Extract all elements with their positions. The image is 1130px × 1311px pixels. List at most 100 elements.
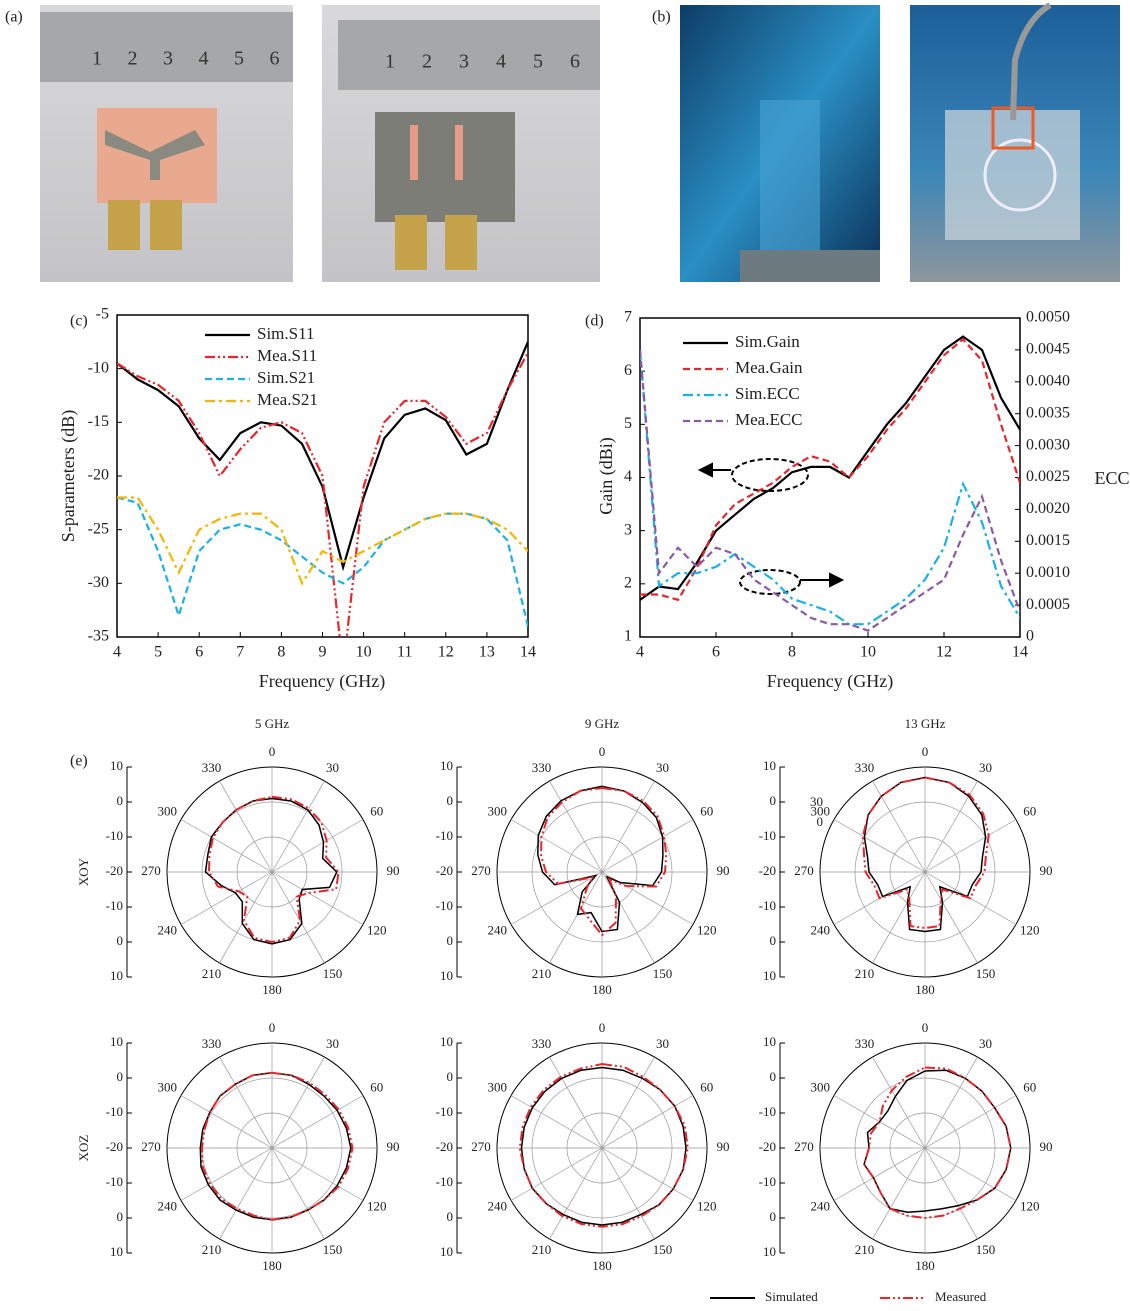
angle-label: 30 bbox=[656, 1036, 669, 1051]
legend-label: Mea.Gain bbox=[735, 358, 803, 377]
ruler-label: 1 bbox=[92, 48, 102, 70]
angle-label: 180 bbox=[262, 1258, 282, 1273]
row-label: XOZ bbox=[76, 1135, 91, 1162]
angle-label: 30 bbox=[656, 760, 669, 775]
polar-spoke bbox=[872, 871, 926, 964]
angle-label: 90 bbox=[717, 863, 730, 878]
series-line bbox=[640, 349, 1020, 632]
angle-label: 150 bbox=[976, 1242, 996, 1257]
r-tick-label: 10 bbox=[763, 1034, 776, 1049]
r-tick-label: -10 bbox=[436, 1174, 453, 1189]
polar-spoke bbox=[219, 1147, 273, 1240]
r-tick-label: -10 bbox=[106, 1174, 123, 1189]
polar-spoke bbox=[510, 1147, 603, 1201]
legend-label: Mea.S11 bbox=[257, 346, 317, 365]
column-title: 9 GHz bbox=[585, 716, 620, 731]
pattern-curve bbox=[204, 797, 338, 945]
angle-label: 90 bbox=[1040, 1139, 1053, 1154]
angle-label: 120 bbox=[1020, 1198, 1040, 1213]
y2-tick-label: 0.0040 bbox=[1026, 372, 1070, 389]
polar-spoke bbox=[872, 1147, 926, 1240]
legend-label: Sim.Gain bbox=[735, 332, 800, 351]
polar-spoke bbox=[601, 1095, 694, 1149]
x-tick-label: 10 bbox=[356, 644, 372, 661]
angle-label: 210 bbox=[532, 1242, 552, 1257]
pattern-curve bbox=[540, 786, 668, 937]
r-tick-label: -20 bbox=[759, 863, 776, 878]
series-line bbox=[117, 496, 528, 586]
y-axis-title: S-parameters (dB) bbox=[58, 410, 79, 542]
legend-label: Simulated bbox=[765, 1289, 818, 1304]
polar-spoke bbox=[510, 1095, 603, 1149]
x-tick-label: 12 bbox=[936, 644, 952, 661]
y-tick-label: 5 bbox=[624, 415, 632, 432]
polar-spoke bbox=[924, 1147, 1017, 1201]
polar-spoke bbox=[219, 1056, 273, 1149]
angle-label: 240 bbox=[487, 922, 507, 937]
pattern-curve bbox=[520, 1066, 687, 1226]
angle-label: 210 bbox=[855, 1242, 875, 1257]
polar-spoke bbox=[180, 871, 273, 925]
y2-axis-title: ECC bbox=[1094, 468, 1129, 488]
angle-label: 210 bbox=[202, 966, 222, 981]
y-tick-label: 7 bbox=[624, 309, 632, 326]
polar-spoke bbox=[271, 871, 364, 925]
angle-label: 0 bbox=[922, 744, 929, 759]
photo-measurement-setup bbox=[910, 2, 1120, 282]
x-tick-label: 12 bbox=[438, 644, 454, 661]
polar-spoke bbox=[510, 819, 603, 873]
polar-spoke bbox=[271, 871, 325, 964]
polar-spoke bbox=[601, 871, 655, 964]
angle-label: 120 bbox=[367, 1198, 387, 1213]
series-line bbox=[117, 341, 528, 572]
polar-spoke bbox=[271, 1056, 325, 1149]
r-tick-label: -20 bbox=[436, 1139, 453, 1154]
angle-label: 180 bbox=[592, 982, 612, 997]
series-line bbox=[117, 496, 528, 627]
polar-spoke bbox=[271, 1147, 364, 1201]
ruler-label: 3 bbox=[163, 48, 173, 70]
legend-label: Mea.ECC bbox=[735, 410, 803, 429]
angle-label: 180 bbox=[592, 1258, 612, 1273]
polar-spoke bbox=[872, 780, 926, 873]
polar-spoke bbox=[271, 819, 364, 873]
angle-label: 330 bbox=[532, 1036, 552, 1051]
polar-spoke bbox=[180, 1095, 273, 1149]
legend-label: Measured bbox=[935, 1289, 987, 1304]
r-tick-label: 0 bbox=[117, 1069, 124, 1084]
polar-spoke bbox=[271, 1095, 364, 1149]
extra-label: 0 bbox=[817, 814, 824, 829]
pattern-curve bbox=[863, 1066, 1012, 1220]
x-tick-label: 7 bbox=[236, 644, 244, 661]
x-tick-label: 6 bbox=[712, 644, 720, 661]
polar-spoke bbox=[924, 1095, 1017, 1149]
angle-label: 270 bbox=[794, 863, 814, 878]
angle-label: 120 bbox=[697, 922, 717, 937]
legend-label: Sim.S11 bbox=[257, 324, 314, 343]
r-tick-label: -10 bbox=[759, 1174, 776, 1189]
angle-label: 30 bbox=[979, 760, 992, 775]
pattern-curve bbox=[537, 785, 664, 933]
r-tick-label: 0 bbox=[447, 793, 454, 808]
pattern-curve bbox=[207, 795, 340, 944]
angle-label: 270 bbox=[141, 863, 161, 878]
y-axis-title: Gain (dBi) bbox=[596, 437, 617, 514]
legend-label: Sim.ECC bbox=[735, 384, 800, 403]
r-tick-label: 10 bbox=[440, 1244, 453, 1259]
series-line bbox=[640, 349, 1020, 626]
r-tick-label: -10 bbox=[759, 828, 776, 843]
polar-spoke bbox=[833, 819, 926, 873]
angle-label: 240 bbox=[157, 1198, 177, 1213]
r-tick-label: 10 bbox=[440, 968, 453, 983]
angle-label: 60 bbox=[1023, 803, 1036, 818]
x-tick-label: 11 bbox=[397, 644, 412, 661]
angle-label: 180 bbox=[262, 982, 282, 997]
y2-tick-label: 0.0045 bbox=[1026, 341, 1070, 358]
angle-label: 330 bbox=[855, 760, 875, 775]
y-tick-label: 4 bbox=[624, 468, 632, 485]
angle-label: 90 bbox=[387, 1139, 400, 1154]
polar-spoke bbox=[924, 871, 978, 964]
column-title: 13 GHz bbox=[905, 716, 946, 731]
ruler-label: 1 bbox=[385, 51, 395, 73]
panel-label: (b) bbox=[652, 9, 671, 26]
